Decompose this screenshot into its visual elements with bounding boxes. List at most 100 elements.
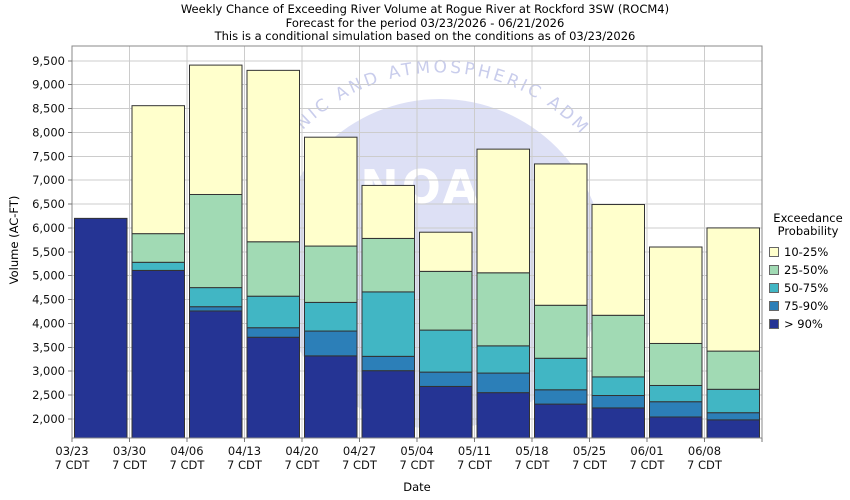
stacked-bar-05-04 [419, 231, 473, 439]
bar-segment-75-90% [189, 306, 243, 312]
stacked-bar-05-11 [476, 148, 530, 439]
gridlines [72, 46, 762, 438]
bar-segment-75-90% [419, 371, 473, 387]
x-tick-label: 04/27 [343, 444, 376, 458]
bar-segment-25-50% [534, 304, 588, 359]
bar-segment-10-25% [419, 231, 473, 272]
bar-segment-10-25% [591, 204, 645, 316]
bar-segment-25-50% [131, 233, 185, 263]
bar-segment-50-75% [246, 295, 300, 329]
x-tick-sublabel: 7 CDT [55, 458, 91, 472]
x-tick-label: 03/23 [55, 444, 88, 458]
bar-segment-50-75% [189, 287, 243, 308]
x-tick-label: 03/30 [113, 444, 146, 458]
legend-title-line1: Exceedance [773, 211, 843, 225]
x-tick-sublabel: 7 CDT [572, 458, 608, 472]
bar-segment-75-90% [304, 330, 358, 357]
bar-segment-50-75% [419, 329, 473, 373]
bar-segment-10-25% [706, 227, 760, 352]
x-tick-label: 04/13 [228, 444, 261, 458]
x-tick-sublabel: 7 CDT [227, 458, 263, 472]
y-tick-label: 7,500 [32, 149, 65, 163]
y-tick-label: 3,000 [32, 364, 65, 378]
bars [74, 64, 760, 439]
bar-segment-50-75% [591, 376, 645, 397]
bar-segment-50-75% [361, 291, 415, 357]
x-tick-label: 05/04 [400, 444, 433, 458]
stacked-bar-05-25 [591, 204, 645, 439]
bar-segment-10-25% [534, 163, 588, 306]
stacked-bar-06-01 [649, 246, 703, 439]
legend-swatch-icon [769, 247, 779, 257]
bar-segment-> 90% [591, 407, 645, 439]
bar-segment-25-50% [189, 193, 243, 289]
legend-item-50-75%: 50-75% [769, 279, 850, 297]
tick-labels: 2,000 2,500 3,000 3,500 4,000 4,500 5,000 5,500… [32, 54, 723, 472]
bar-segment-> 90% [649, 416, 703, 439]
x-tick-label: 05/18 [515, 444, 548, 458]
stacked-bar-06-08 [706, 227, 760, 439]
y-tick-label: 2,500 [32, 388, 65, 402]
bar-segment-> 90% [534, 403, 588, 439]
bar-segment-50-75% [476, 345, 530, 374]
bar-segment-75-90% [591, 395, 645, 409]
bar-segment-> 90% [74, 217, 128, 439]
bar-segment-> 90% [189, 310, 243, 439]
legend-items: 10-25% 25-50% 50-75% 75-90% > 90% [766, 243, 850, 333]
bar-segment-75-90% [706, 412, 760, 421]
y-tick-label: 5,500 [32, 245, 65, 259]
x-tick-sublabel: 7 CDT [630, 458, 666, 472]
bar-segment-75-90% [476, 372, 530, 394]
y-tick-label: 6,000 [32, 221, 65, 235]
x-tick-sublabel: 7 CDT [457, 458, 493, 472]
bar-segment-10-25% [361, 184, 415, 239]
bar-segment-25-50% [591, 314, 645, 378]
bar-segment-25-50% [246, 241, 300, 297]
bar-segment-25-50% [706, 350, 760, 390]
stacked-bar-04-06 [189, 64, 243, 439]
legend-item-10-25%: 10-25% [769, 243, 850, 261]
x-tick-sublabel: 7 CDT [515, 458, 551, 472]
legend-swatch-icon [769, 283, 779, 293]
y-tick-label: 2,000 [32, 412, 65, 426]
x-tick-label: 05/25 [573, 444, 606, 458]
bar-segment-> 90% [131, 269, 185, 439]
bar-segment-> 90% [361, 370, 415, 439]
legend-item-25-50%: 25-50% [769, 261, 850, 279]
bar-segment-25-50% [419, 270, 473, 331]
x-tick-label: 06/08 [688, 444, 721, 458]
legend-label: > 90% [784, 317, 823, 331]
bar-segment-50-75% [534, 357, 588, 391]
bar-segment-25-50% [361, 237, 415, 293]
x-tick-sublabel: 7 CDT [400, 458, 436, 472]
bar-segment-50-75% [131, 261, 185, 271]
chart-subtitle-period: Forecast for the period 03/23/2026 - 06/… [285, 15, 565, 30]
bar-segment-75-90% [246, 327, 300, 338]
x-tick-label: 04/20 [285, 444, 318, 458]
x-tick-sublabel: 7 CDT [285, 458, 321, 472]
stacked-bar-04-13 [246, 69, 300, 439]
y-tick-label: 4,500 [32, 293, 65, 307]
bar-segment-10-25% [649, 246, 703, 344]
chart-title: Weekly Chance of Exceeding River Volume … [180, 2, 670, 16]
tick-marks [68, 60, 763, 442]
bar-segment-50-75% [706, 388, 760, 414]
bar-segment-10-25% [246, 69, 300, 243]
legend-title-line2: Probability [777, 224, 839, 238]
x-tick-sublabel: 7 CDT [342, 458, 378, 472]
x-tick-sublabel: 7 CDT [170, 458, 206, 472]
y-tick-label: 9,500 [32, 54, 65, 68]
bar-segment-10-25% [131, 105, 185, 235]
y-tick-label: 8,000 [32, 125, 65, 139]
legend-swatch-icon [769, 265, 779, 275]
y-tick-label: 6,500 [32, 197, 65, 211]
y-tick-label: 5,000 [32, 269, 65, 283]
y-tick-label: 7,000 [32, 173, 65, 187]
x-tick-sublabel: 7 CDT [112, 458, 148, 472]
x-axis-title: Date [403, 480, 431, 494]
x-tick-label: 05/11 [458, 444, 491, 458]
y-axis-title: Volume (AC-FT) [7, 195, 21, 285]
legend: Exceedance Probability 10-25% 25-50% 50-75… [766, 212, 850, 333]
